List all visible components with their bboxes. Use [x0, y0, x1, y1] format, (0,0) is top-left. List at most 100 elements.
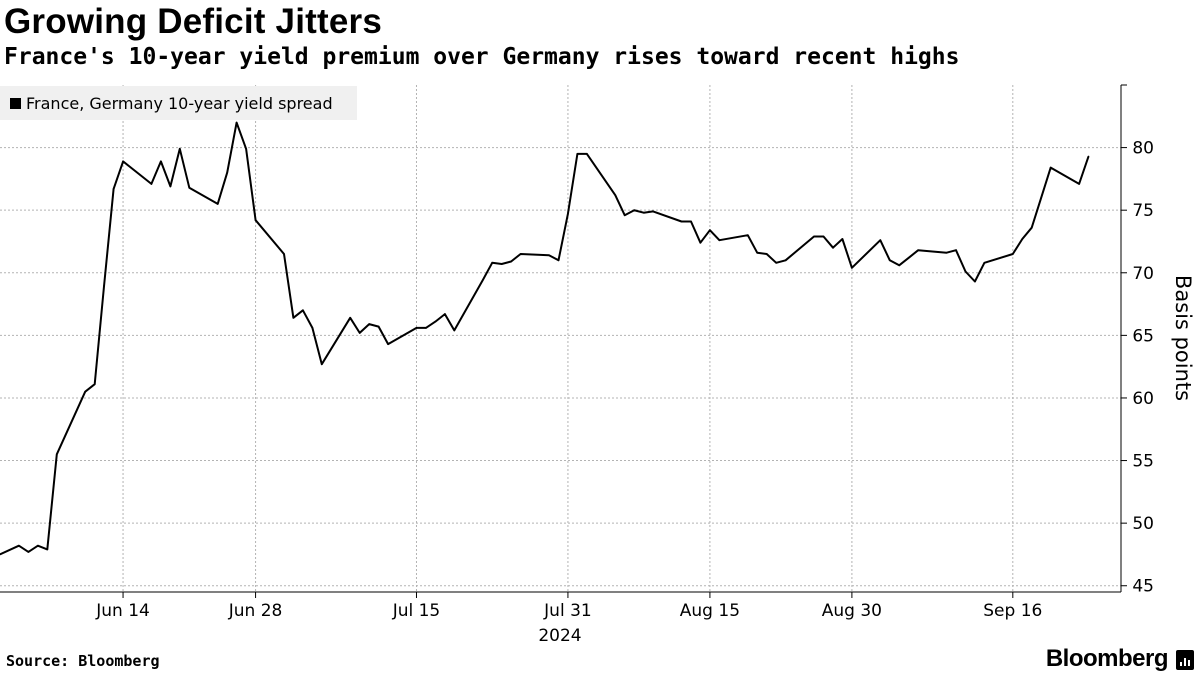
- data-point: [311, 327, 314, 329]
- data-point: [302, 309, 304, 312]
- x-axis: Jun 14 Jun 28 Jul 15 Jul 31 Aug 15 Aug 30 Sep …: [0, 591, 1121, 621]
- data-point: [245, 148, 247, 150]
- data-point: [633, 209, 635, 211]
- data-point: [983, 262, 986, 264]
- data-point: [964, 270, 967, 273]
- brand-logo: Bloomberg: [1045, 645, 1169, 672]
- data-point: [718, 239, 721, 241]
- y-tick-label: 50: [1132, 514, 1154, 534]
- data-point: [481, 279, 484, 282]
- data-point: [368, 323, 371, 325]
- data-point: [491, 262, 494, 264]
- data-point: [160, 160, 162, 163]
- data-point: [955, 249, 957, 251]
- data-point: [822, 235, 825, 238]
- data-point: [851, 267, 853, 269]
- data-point: [548, 254, 550, 257]
- data-point: [1021, 238, 1024, 240]
- data-point: [0, 553, 1, 556]
- legend-label: France, Germany 10-year yield spread: [26, 93, 333, 113]
- data-point: [321, 363, 323, 366]
- data-point: [690, 220, 692, 223]
- data-point: [765, 253, 768, 255]
- bloomberg-terminal-icon: [1176, 650, 1194, 670]
- data-point: [510, 260, 512, 263]
- data-point: [623, 214, 626, 216]
- data-point: [709, 229, 711, 231]
- data-point: [917, 249, 919, 251]
- data-point: [150, 183, 153, 185]
- data-point: [1040, 196, 1042, 199]
- y-tick-label: 75: [1132, 201, 1154, 221]
- x-tick-label: Aug 30: [822, 601, 882, 621]
- data-point: [567, 213, 569, 215]
- data-point: [377, 325, 380, 328]
- data-point: [1087, 155, 1090, 158]
- data-point: [122, 160, 124, 163]
- data-point: [46, 548, 49, 551]
- data-point: [292, 317, 295, 319]
- x-tick-label: Sep 16: [983, 601, 1042, 621]
- data-point: [93, 383, 96, 386]
- source-note: Source: Bloomberg: [6, 652, 160, 670]
- data-point: [784, 259, 787, 262]
- data-point: [576, 153, 579, 155]
- data-point: [169, 185, 172, 188]
- data-point: [415, 327, 418, 329]
- data-point: [18, 544, 20, 547]
- y-axis-label: Basis points: [1171, 275, 1195, 401]
- data-point: [387, 343, 389, 345]
- data-point: [945, 251, 948, 254]
- x-tick-label: Jul 15: [392, 601, 441, 621]
- data-point: [27, 551, 30, 553]
- data-point: [652, 210, 654, 213]
- gridlines: [0, 85, 1121, 592]
- series: [0, 121, 1090, 556]
- data-point: [112, 188, 115, 190]
- chart-subtitle: France's 10-year yield premium over Germ…: [4, 44, 960, 70]
- data-point: [216, 203, 219, 205]
- y-tick-label: 80: [1132, 139, 1154, 159]
- data-point: [557, 259, 560, 262]
- data-point: [84, 390, 86, 393]
- data-point: [179, 148, 181, 150]
- x-tick-label: Aug 15: [680, 601, 740, 621]
- data-point: [756, 251, 758, 254]
- data-point: [519, 253, 522, 255]
- data-point: [1078, 183, 1080, 185]
- data-point: [1030, 226, 1033, 229]
- data-point: [56, 453, 58, 456]
- data-point: [642, 211, 645, 214]
- data-point: [283, 253, 285, 255]
- data-point: [254, 219, 257, 221]
- y-tick-label: 70: [1132, 264, 1154, 284]
- data-point: [889, 259, 891, 262]
- data-point: [188, 186, 191, 189]
- data-point: [1012, 253, 1014, 255]
- data-point: [1049, 166, 1052, 169]
- data-point: [453, 329, 456, 332]
- data-point: [699, 241, 702, 244]
- data-point: [444, 313, 446, 315]
- data-point: [500, 263, 503, 265]
- data-point: [898, 264, 900, 267]
- data-point: [586, 153, 588, 155]
- data-point: [775, 262, 777, 264]
- series-line: [0, 121, 1090, 556]
- y-tick-label: 55: [1132, 452, 1154, 472]
- data-point: [813, 235, 815, 238]
- legend-swatch: [10, 97, 21, 109]
- data-point: [425, 327, 427, 329]
- x-tick-label: Jul 31: [543, 601, 592, 621]
- data-point: [226, 171, 228, 174]
- data-point: [747, 234, 749, 236]
- data-point: [879, 239, 882, 241]
- y-axis: 45 50 55 60 65 70 75 80: [1120, 84, 1154, 597]
- data-point: [680, 220, 683, 223]
- y-tick-label: 45: [1132, 577, 1154, 597]
- data-point: [358, 332, 361, 334]
- legend: France, Germany 10-year yield spread: [0, 86, 357, 120]
- x-tick-label: Jun 14: [95, 601, 150, 621]
- y-tick-label: 65: [1132, 326, 1154, 346]
